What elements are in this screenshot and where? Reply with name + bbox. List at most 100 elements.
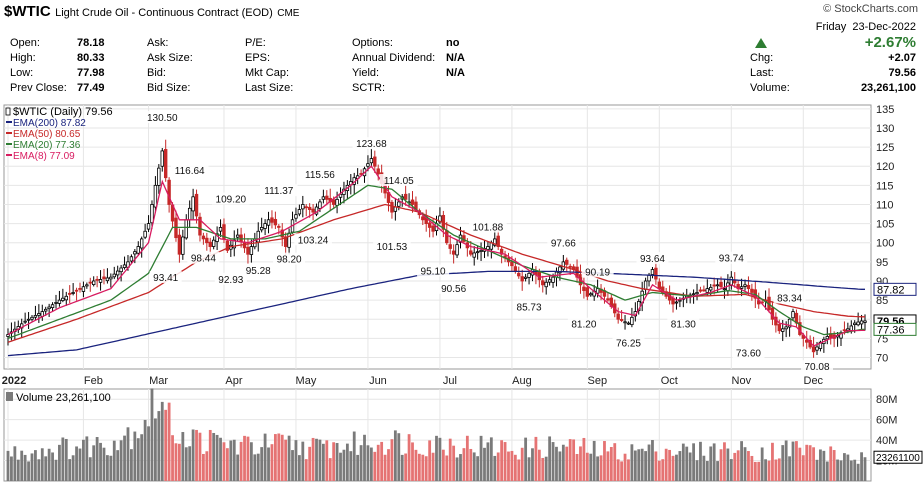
volume-bar (699, 441, 702, 481)
candle-body (311, 208, 315, 213)
y-tick-label: 70 (876, 353, 888, 365)
price-annotation: 98.20 (277, 255, 302, 266)
candle-body (146, 223, 151, 230)
candle-body (23, 320, 27, 323)
volume-bar (85, 436, 89, 481)
y-tick-label: 100 (876, 238, 894, 250)
candle-body (277, 225, 281, 228)
candle-body (287, 232, 291, 248)
volume-bar (723, 442, 726, 481)
price-annotation: 116.64 (175, 166, 205, 177)
stat-label: Prev Close: (10, 82, 67, 94)
y-tick-label: 85 (876, 295, 888, 307)
x-tick-label: Dec (804, 375, 824, 387)
volume-bar (568, 439, 572, 481)
candle-body (294, 214, 298, 219)
volume-bar (78, 448, 82, 481)
stat-label: Last: (750, 67, 774, 79)
candle-body (95, 278, 99, 281)
candle-body (57, 299, 62, 304)
candle-body (678, 299, 682, 302)
volume-bar (335, 443, 339, 481)
volume-bar (229, 440, 233, 481)
volume-bar (280, 434, 284, 481)
candle-body (472, 252, 476, 258)
candle-body (455, 244, 459, 256)
candle-body (112, 273, 116, 278)
candle-body (513, 266, 518, 272)
volume-bar (774, 459, 778, 481)
volume-bar (71, 455, 75, 481)
volume-bar (486, 442, 490, 481)
stat-row: Open: 78.18 (10, 37, 130, 52)
annotation-bg (732, 346, 765, 359)
stat-value: 80.33 (77, 52, 105, 64)
volume-bar (106, 455, 109, 481)
value-tag-box (873, 282, 917, 296)
volume-bar (537, 449, 541, 481)
volume-bar (561, 444, 565, 481)
stat-label: Chg: (750, 52, 774, 64)
candle-body (129, 256, 134, 262)
volume-bar (695, 460, 699, 481)
candle-body (421, 216, 425, 221)
volume-bar (825, 461, 829, 481)
price-annotation: 93.64 (640, 254, 665, 265)
volume-bar (729, 459, 733, 481)
volume-bar (688, 452, 692, 481)
volume-bar (102, 447, 106, 481)
volume-bar (483, 447, 486, 481)
candle-body (266, 219, 271, 226)
annotation-bg (379, 173, 418, 186)
volume-bar (126, 427, 130, 481)
candle-body (304, 206, 308, 209)
volume-bar (596, 456, 600, 481)
volume-bar (321, 443, 325, 481)
price-annotation: 70.08 (804, 362, 829, 373)
volume-bar (472, 452, 476, 481)
candle-body (92, 280, 96, 285)
volume-bar (397, 433, 401, 481)
volume-bar (788, 456, 791, 481)
stat-row: Volume: 23,261,100 (750, 82, 916, 97)
volume-bar (95, 437, 99, 481)
candle-body (211, 239, 216, 247)
stat-row: Mkt Cap: (245, 67, 335, 82)
candle-body (863, 320, 867, 323)
volume-bar (448, 438, 452, 481)
stat-value: 23,261,100 (860, 82, 916, 94)
volume-bar (116, 450, 120, 481)
candle-body (249, 246, 254, 255)
candle-body (705, 288, 710, 293)
annotation-bg (301, 168, 339, 181)
value-tag-box (873, 322, 917, 336)
volume-bar (267, 447, 270, 481)
candle-body (390, 201, 394, 213)
candle-body (431, 225, 435, 232)
volume-bar (479, 435, 483, 481)
candle-body (825, 336, 829, 340)
volume-bar (527, 457, 531, 481)
candle-body (376, 168, 380, 175)
candle-body (119, 267, 123, 273)
candle-body (321, 196, 326, 200)
volume-bar (500, 440, 504, 481)
volume-bar (112, 440, 116, 481)
volume-bar (681, 443, 685, 481)
candle-body (647, 274, 651, 282)
watermark: © StockCharts.com (823, 3, 918, 15)
volume-bar (764, 459, 767, 481)
annotation-bg (187, 251, 220, 264)
annotation-bg (417, 264, 450, 277)
candle-body (427, 222, 432, 228)
volume-bar (822, 450, 826, 481)
candle-body (283, 236, 288, 247)
volume-bar (808, 445, 812, 481)
volume-bar (493, 455, 497, 481)
volume-bar (819, 449, 822, 481)
volume-bar (414, 449, 418, 481)
candle-body (369, 158, 374, 164)
candle-body (743, 284, 747, 287)
y-tick-label: 135 (876, 104, 894, 116)
volume-bar (246, 436, 250, 481)
